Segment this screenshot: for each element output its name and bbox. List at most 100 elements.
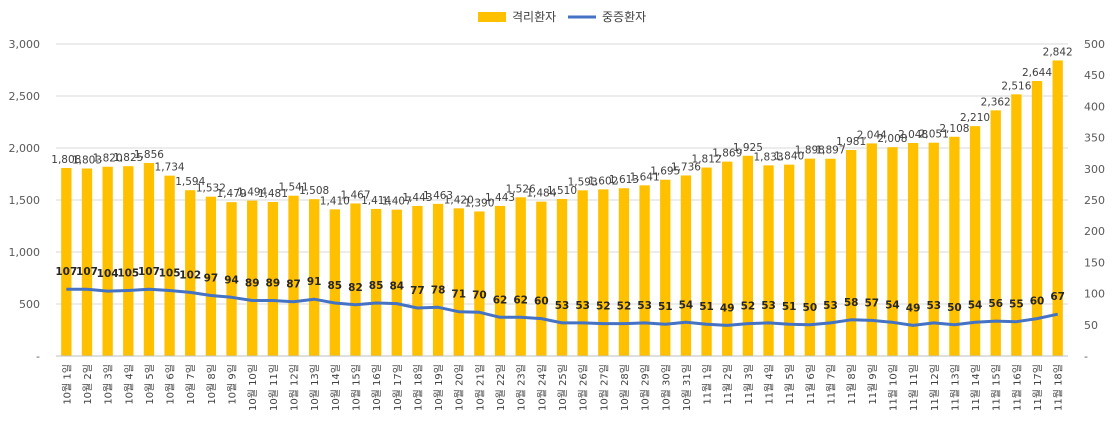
bar-value-label: 1,593 (568, 176, 598, 188)
x-tick-label: 11월 3일 (743, 364, 755, 405)
bar-value-label: 1,981 (836, 136, 866, 148)
bar (61, 167, 72, 356)
bar-value-label: 1,479 (217, 188, 247, 200)
bar-value-label: 1,532 (196, 183, 226, 195)
line-value-label: 49 (720, 302, 735, 314)
line-value-label: 55 (1009, 299, 1024, 311)
line-value-label: 70 (472, 289, 487, 301)
line-value-label: 49 (906, 302, 921, 314)
bar (907, 143, 919, 356)
bar-value-label: 1,494 (237, 187, 267, 199)
bar-value-label: 2,108 (939, 123, 969, 135)
bar-value-label: 1,820 (93, 153, 123, 165)
bar (453, 208, 464, 356)
bar (309, 199, 320, 356)
line-value-label: 58 (844, 297, 859, 309)
bar (969, 126, 981, 356)
bar-series (61, 60, 1063, 357)
x-tick-label: 10월 14일 (330, 364, 342, 411)
x-tick-label: 10월 25일 (557, 364, 569, 411)
x-tick-label: 10월 3일 (103, 364, 115, 405)
x-tick-label: 10월 6일 (165, 364, 177, 405)
line-value-label: 85 (369, 280, 384, 292)
line-value-label: 60 (534, 296, 549, 308)
bar (102, 166, 113, 356)
line-value-label: 89 (245, 277, 260, 289)
bar (660, 179, 671, 356)
x-tick-label: 10월 16일 (371, 364, 383, 411)
bar-value-label: 1,407 (382, 196, 412, 208)
y-right-tick-label: - (1084, 350, 1088, 363)
bar (825, 158, 836, 356)
bar-value-label: 1,641 (630, 171, 660, 183)
bar-value-label: 1,734 (155, 162, 185, 174)
line-value-label: 52 (741, 301, 756, 313)
x-tick-label: 11월 2일 (722, 364, 734, 405)
bar-value-label: 2,048 (898, 129, 928, 141)
line-value-label: 56 (988, 298, 1003, 310)
x-tick-label: 10월 8일 (206, 364, 218, 405)
line-value-label: 78 (431, 284, 446, 296)
bar (784, 164, 795, 356)
x-tick-label: 11월 1일 (702, 364, 714, 405)
x-tick-label: 10월 19일 (433, 364, 445, 411)
bar (742, 155, 754, 356)
x-tick-label: 10월 13일 (309, 364, 321, 411)
y-right-tick-label: 500 (1084, 38, 1105, 51)
bar-value-label: 2,842 (1043, 46, 1073, 58)
bar (1011, 94, 1022, 356)
bar-value-label: 1,808 (51, 154, 81, 166)
y-left-tick-label: 500 (19, 298, 40, 311)
x-tick-label: 10월 10일 (247, 364, 259, 411)
y-left-tick-label: 1,000 (9, 246, 41, 259)
bar-value-label: 1,541 (278, 182, 308, 194)
x-tick-label: 11월 14일 (970, 364, 982, 411)
bar (164, 175, 175, 356)
bar-value-label: 1,484 (526, 188, 556, 200)
x-tick-label: 10월 20일 (454, 364, 466, 411)
y-right-tick-label: 150 (1084, 256, 1105, 269)
line-value-label: 71 (451, 289, 466, 301)
bar (267, 201, 279, 356)
bar (474, 211, 485, 356)
y-right-tick-label: 50 (1084, 319, 1098, 332)
bar-value-label: 2,644 (1022, 67, 1052, 79)
x-tick-label: 11월 16일 (1011, 364, 1023, 411)
bar-value-label: 2,210 (960, 112, 990, 124)
y-right-tick-label: 300 (1084, 163, 1105, 176)
line-value-label: 50 (803, 302, 818, 314)
bar-value-label: 1,481 (258, 188, 288, 200)
bar (412, 205, 423, 356)
bar (143, 162, 155, 356)
line-value-label: 97 (204, 272, 219, 284)
x-tick-label: 10월 17일 (392, 364, 404, 411)
line-value-label: 57 (864, 297, 879, 309)
y-left-tick-label: - (36, 350, 40, 363)
bar (81, 168, 93, 356)
line-value-label: 62 (493, 294, 508, 306)
x-tick-label: 10월 30일 (660, 364, 672, 411)
bar (123, 166, 134, 356)
bar-value-label: 1,812 (692, 154, 722, 166)
bar-value-label: 1,602 (588, 175, 618, 187)
y-right-tick-label: 100 (1084, 288, 1105, 301)
bar (763, 165, 774, 356)
x-tick-label: 10월 22일 (495, 364, 507, 411)
bar (949, 136, 960, 356)
line-value-label: 53 (555, 300, 570, 312)
bar-value-label: 1,463 (423, 190, 453, 202)
line-value-label: 91 (307, 276, 322, 288)
bar-value-label: 2,516 (1001, 80, 1031, 92)
line-value-label: 53 (637, 300, 652, 312)
y-left-tick-label: 1,500 (9, 194, 41, 207)
bar (350, 203, 361, 356)
bar-value-label: 1,467 (340, 189, 370, 201)
line-value-label: 53 (761, 300, 776, 312)
x-tick-label: 11월 18일 (1053, 364, 1065, 411)
bar-value-label: 1,833 (753, 151, 783, 163)
x-tick-label: 10월 11일 (268, 364, 280, 411)
line-value-label: 107 (138, 266, 160, 278)
